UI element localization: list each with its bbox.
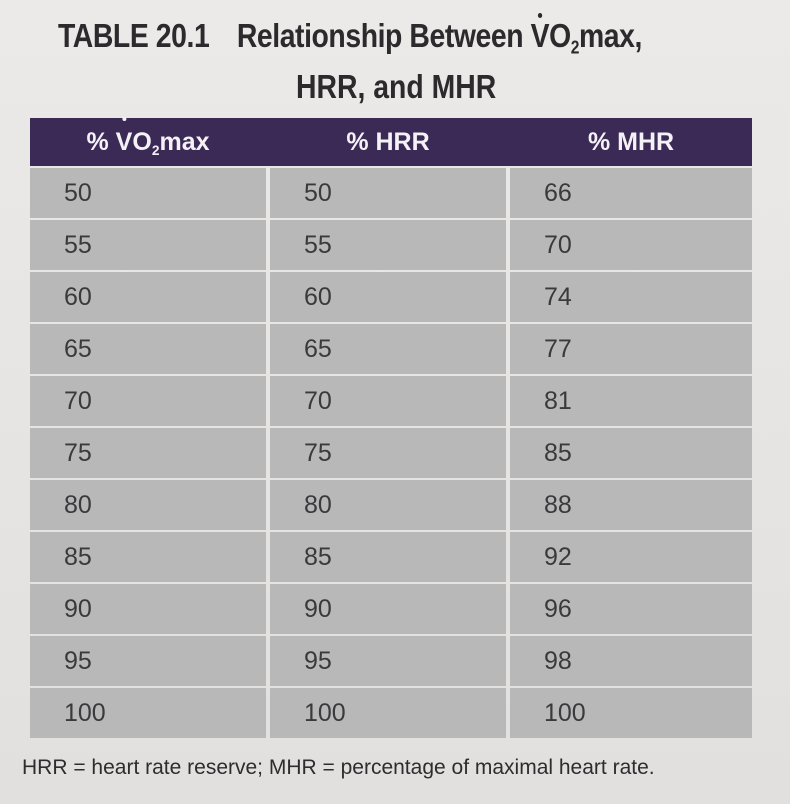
- cell-value: 65: [304, 335, 332, 363]
- vdot-symbol: V: [530, 17, 550, 54]
- cell-mhr: 85: [510, 428, 752, 478]
- cell-vo2max: 50: [30, 168, 266, 218]
- cell-value: 70: [544, 231, 572, 259]
- cell-value: 50: [304, 179, 332, 207]
- data-table: % VO2max % HRR % MHR 50 50 66 55 55 70 60 60 74 6…: [30, 118, 752, 746]
- cell-value: 100: [544, 699, 586, 727]
- cell-value: 70: [304, 387, 332, 415]
- table-row: 85 85 92: [30, 532, 752, 582]
- cell-value: 80: [64, 491, 92, 519]
- cell-value: 90: [64, 595, 92, 623]
- table-row: 55 55 70: [30, 220, 752, 270]
- cell-vo2max: 80: [30, 480, 266, 530]
- cell-hrr: 95: [270, 636, 506, 686]
- cell-value: 98: [544, 647, 572, 675]
- table-row: 60 60 74: [30, 272, 752, 322]
- header-max: max: [159, 128, 210, 156]
- cell-value: 65: [64, 335, 92, 363]
- title-subscript: 2: [570, 37, 580, 58]
- table-row: 65 65 77: [30, 324, 752, 374]
- table-row: 50 50 66: [30, 168, 752, 218]
- cell-value: 70: [64, 387, 92, 415]
- cell-hrr: 50: [270, 168, 506, 218]
- cell-mhr: 88: [510, 480, 752, 530]
- cell-value: 60: [304, 283, 332, 311]
- cell-value: 74: [544, 283, 572, 311]
- cell-hrr: 70: [270, 376, 506, 426]
- header-percent: %: [86, 128, 116, 156]
- table-row: 95 95 98: [30, 636, 752, 686]
- header-vo2max: % VO2max: [30, 118, 266, 166]
- cell-vo2max: 95: [30, 636, 266, 686]
- cell-value: 95: [304, 647, 332, 675]
- cell-value: 75: [64, 439, 92, 467]
- cell-vo2max: 65: [30, 324, 266, 374]
- cell-vo2max: 90: [30, 584, 266, 634]
- cell-value: 85: [304, 543, 332, 571]
- cell-value: 66: [544, 179, 572, 207]
- header-vdot-symbol: V: [116, 118, 133, 166]
- cell-mhr: 81: [510, 376, 752, 426]
- cell-value: 85: [544, 439, 572, 467]
- cell-hrr: 85: [270, 532, 506, 582]
- header-subscript: 2: [151, 142, 160, 158]
- header-hrr: % HRR: [346, 128, 430, 156]
- cell-value: 95: [64, 647, 92, 675]
- cell-mhr: 96: [510, 584, 752, 634]
- cell-vo2max: 75: [30, 428, 266, 478]
- cell-value: 55: [64, 231, 92, 259]
- title-heading-suffix: max,: [578, 17, 642, 54]
- cell-mhr: 92: [510, 532, 752, 582]
- cell-vo2max: 55: [30, 220, 266, 270]
- cell-value: 100: [64, 699, 106, 727]
- title-o: O: [549, 17, 571, 54]
- cell-value: 100: [304, 699, 346, 727]
- cell-hrr: 60: [270, 272, 506, 322]
- cell-value: 96: [544, 595, 572, 623]
- footnote: HRR = heart rate reserve; MHR = percenta…: [22, 756, 655, 779]
- cell-value: 77: [544, 335, 572, 363]
- cell-mhr: 74: [510, 272, 752, 322]
- title-heading-prefix: Relationship Between: [236, 17, 531, 54]
- table-number: TABLE 20.1: [58, 17, 210, 54]
- header-o: O: [132, 128, 152, 156]
- cell-value: 85: [64, 543, 92, 571]
- cell-mhr: 77: [510, 324, 752, 374]
- cell-value: 88: [544, 491, 572, 519]
- table-header: % VO2max % HRR % MHR: [30, 118, 752, 166]
- cell-value: 81: [544, 387, 572, 415]
- cell-vo2max: 60: [30, 272, 266, 322]
- table-title: TABLE 20.1 Relationship Between VO2max, H…: [58, 16, 758, 107]
- cell-mhr: 66: [510, 168, 752, 218]
- cell-value: 50: [64, 179, 92, 207]
- cell-value: 92: [544, 543, 572, 571]
- table-row: 90 90 96: [30, 584, 752, 634]
- title-line-1: TABLE 20.1 Relationship Between VO2max,: [58, 16, 660, 67]
- cell-hrr: 90: [270, 584, 506, 634]
- table-row: 100 100 100: [30, 688, 752, 738]
- table-row: 70 70 81: [30, 376, 752, 426]
- cell-mhr: 100: [510, 688, 752, 738]
- table-row: 75 75 85: [30, 428, 752, 478]
- cell-hrr: 80: [270, 480, 506, 530]
- cell-hrr: 75: [270, 428, 506, 478]
- cell-vo2max: 70: [30, 376, 266, 426]
- cell-value: 60: [64, 283, 92, 311]
- cell-mhr: 70: [510, 220, 752, 270]
- cell-value: 55: [304, 231, 332, 259]
- cell-hrr: 100: [270, 688, 506, 738]
- cell-vo2max: 100: [30, 688, 266, 738]
- cell-value: 90: [304, 595, 332, 623]
- cell-mhr: 98: [510, 636, 752, 686]
- cell-hrr: 55: [270, 220, 506, 270]
- cell-value: 75: [304, 439, 332, 467]
- cell-hrr: 65: [270, 324, 506, 374]
- cell-value: 80: [304, 491, 332, 519]
- header-mhr: % MHR: [587, 128, 675, 156]
- title-line-2: HRR, and MHR: [296, 68, 497, 106]
- table-row: 80 80 88: [30, 480, 752, 530]
- cell-vo2max: 85: [30, 532, 266, 582]
